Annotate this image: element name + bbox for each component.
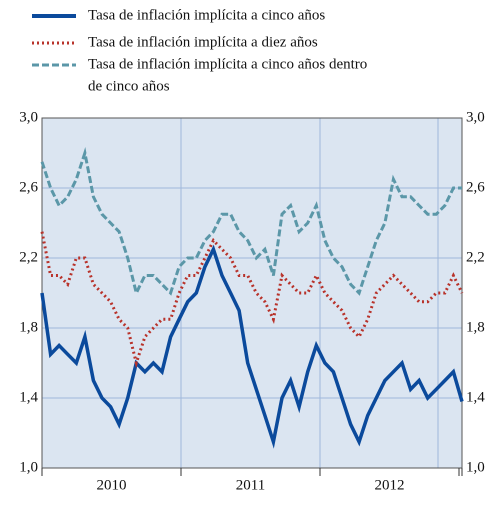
y2-tick-label: 1,0 — [466, 459, 485, 475]
series-line — [40, 244, 464, 449]
y-tick-label: 1,0 — [19, 459, 38, 475]
y-tick-label: 2,2 — [19, 249, 38, 265]
y-tick-label: 2,6 — [19, 179, 38, 195]
y-tick-label: 1,8 — [19, 319, 38, 335]
y2-tick-label: 2,2 — [466, 249, 485, 265]
legend-label: Tasa de inflación implícita a cinco años… — [88, 56, 367, 72]
y2-tick-label: 1,8 — [466, 319, 485, 335]
y2-tick-label: 2,6 — [466, 179, 485, 195]
x-tick-label: 2012 — [375, 477, 405, 493]
y-tick-label: 1,4 — [19, 389, 38, 405]
series-line — [40, 147, 462, 298]
x-tick-label: 2011 — [236, 477, 265, 493]
plot-area — [42, 118, 462, 468]
y2-tick-label: 1,4 — [466, 389, 485, 405]
x-tick-label: 2010 — [97, 477, 127, 493]
legend-label: de cinco años — [88, 78, 170, 94]
y2-tick-label: 3,0 — [466, 109, 485, 125]
legend-label: Tasa de inflación implícita a cinco años — [88, 7, 325, 23]
legend-label: Tasa de inflación implícita a diez años — [88, 34, 318, 50]
y-tick-label: 3,0 — [19, 109, 38, 125]
